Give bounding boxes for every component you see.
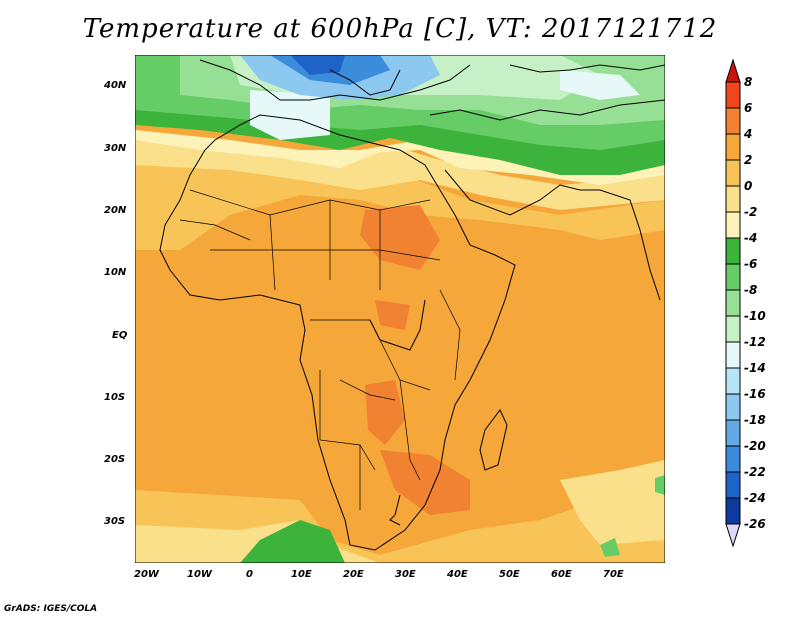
colorbar-swatch [725,107,741,135]
chart-title: Temperature at 600hPa [C], VT: 201712171… [82,14,718,44]
colorbar-label: -4 [744,231,757,245]
cold-zone-asia [560,70,640,100]
colorbar-swatch [725,289,741,317]
map-plot-area [135,55,665,563]
lon-label: 30E [395,569,416,580]
lon-label: 60E [551,569,572,580]
lon-label: 10E [291,569,312,580]
colorbar-label: -26 [744,517,766,531]
green-spot-e [655,475,665,495]
colorbar-swatch [725,419,741,447]
colorbar-swatch [725,81,741,109]
colorbar-label: 6 [744,101,752,115]
lon-label: 20W [134,569,160,580]
colorbar-swatch [725,471,741,499]
colorbar-bottom-arrow [725,523,741,548]
colorbar-swatch [725,393,741,421]
lon-label: 50E [499,569,520,580]
yellow-zone-se [560,460,665,545]
colorbar-top-arrow [725,58,741,83]
green-zone-south [240,520,345,563]
colorbar-label: -24 [744,491,766,505]
colorbar-label: -22 [744,465,766,479]
lat-label: 10N [104,267,127,278]
colorbar-swatch [725,185,741,213]
colorbar-swatch [725,341,741,369]
lon-label: 10W [187,569,213,580]
colorbar-label: -12 [744,335,766,349]
colorbar-swatch [725,315,741,343]
pale-band-north-2 [135,130,665,185]
colorbar-label: -2 [744,205,757,219]
lat-label: 20N [104,205,127,216]
colorbar-label: 4 [743,127,752,141]
colorbar-label: -14 [744,361,766,375]
lon-label: 40E [446,569,468,580]
lon-label: 0 [246,569,253,580]
colorbar-swatch [725,133,741,161]
colorbar-label: -18 [744,413,766,427]
colorbar-label: 0 [744,179,752,193]
hot-spot-central [375,300,410,330]
colorbar-label: -16 [744,387,766,401]
colorbar-swatch [725,367,741,395]
colorbar-swatch [725,445,741,473]
lat-label: 30S [104,516,125,527]
cold-core-europe [290,55,345,75]
lat-label: 40N [103,80,127,91]
colorbar-label: -8 [744,283,757,297]
colorbar-swatch [725,263,741,291]
latitude-labels: 40N 30N 20N 10N EQ 10S 20S 30S [103,80,128,527]
colorbar-label: -6 [744,257,757,271]
colorbar-swatch [725,237,741,265]
credit-text: GrADS: IGES/COLA [4,604,98,614]
lon-label: 20E [343,569,364,580]
colorbar-label: 2 [744,153,752,167]
lat-label: 20S [104,454,125,465]
longitude-labels: 20W 10W 0 10E 20E 30E 40E 50E 60E 70E [134,569,624,580]
cold-spot-algeria [250,90,330,140]
colorbar-swatch [725,211,741,239]
colorbar-label: -20 [744,439,766,453]
lat-label: 10S [104,392,125,403]
colorbar-label: -10 [744,309,766,323]
colorbar-swatch [725,159,741,187]
colorbar-swatch [725,497,741,525]
green-spot-se [600,538,620,557]
lon-label: 70E [603,569,624,580]
country-borders [179,189,461,510]
lat-label: EQ [112,330,128,341]
colorbar-label: 8 [744,75,752,89]
colorbar: 8 6 4 2 0 -2 -4 -6 -8 -10 -12 -14 -16 -18 -20 -22 -24 -26 [725,58,766,548]
coastlines [159,59,665,551]
lat-label: 30N [104,143,127,154]
hot-spot-south [380,450,470,515]
